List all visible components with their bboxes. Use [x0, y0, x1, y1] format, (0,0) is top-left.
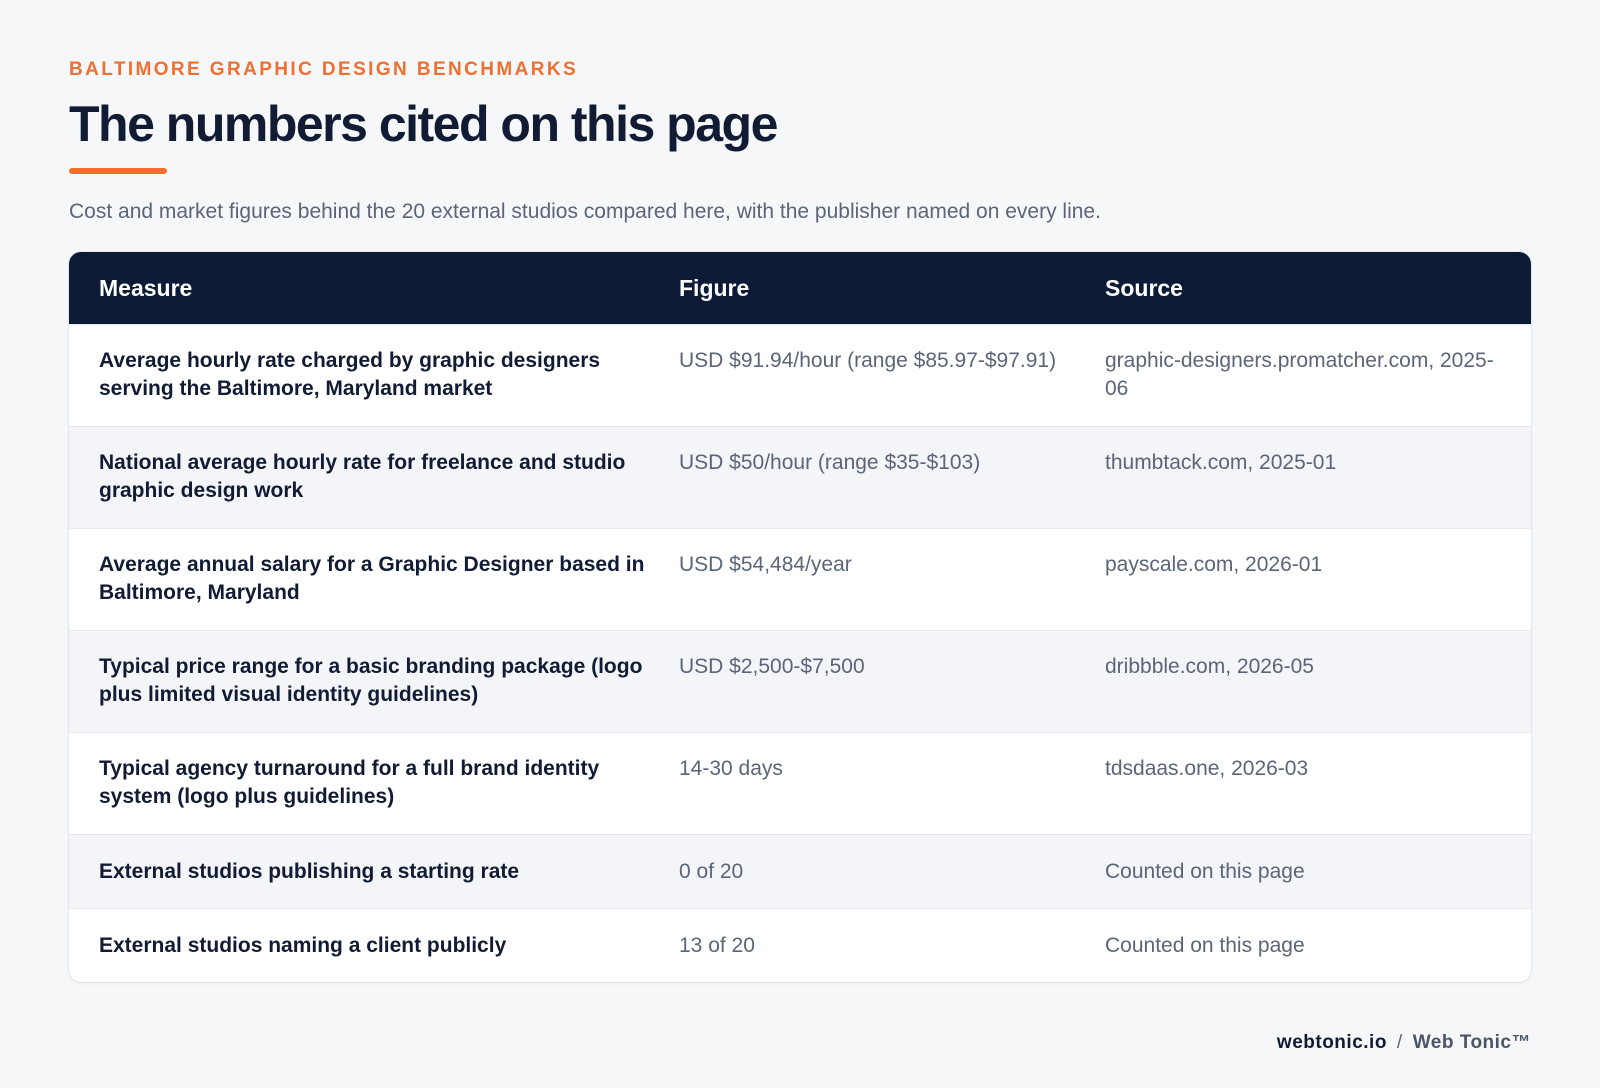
measure-cell: External studios publishing a starting r… — [99, 860, 520, 883]
footer-domain: webtonic.io — [1276, 1032, 1387, 1053]
column-header-figure: Figure — [679, 274, 750, 301]
figure-cell: 14-30 days — [679, 757, 783, 780]
table-header-row: Measure Figure Source — [69, 252, 1531, 324]
measure-cell: External studios naming a client publicl… — [99, 934, 507, 957]
table-row: Average annual salary for a Graphic Desi… — [69, 528, 1531, 630]
benchmarks-table: Measure Figure Source Average hourly rat… — [69, 252, 1531, 982]
source-cell: graphic-designers.promatcher.com, 2025-0… — [1105, 349, 1494, 400]
source-cell: thumbtack.com, 2025-01 — [1105, 451, 1337, 474]
footer-separator: / — [1396, 1032, 1403, 1053]
footer-brand: Web Tonic™ — [1412, 1032, 1531, 1053]
page-title: The numbers cited on this page — [69, 96, 778, 152]
source-cell: dribbble.com, 2026-05 — [1105, 655, 1314, 678]
table-row: Typical agency turnaround for a full bra… — [69, 732, 1531, 834]
figure-cell: 13 of 20 — [679, 934, 755, 957]
figure-cell: USD $54,484/year — [679, 553, 852, 576]
table-row: Typical price range for a basic branding… — [69, 630, 1531, 732]
source-cell: Counted on this page — [1105, 860, 1305, 883]
page-eyebrow: BALTIMORE GRAPHIC DESIGN BENCHMARKS — [69, 59, 579, 80]
footer-credit: webtonic.io / Web Tonic™ — [1277, 1032, 1531, 1054]
table-row: National average hourly rate for freelan… — [69, 426, 1531, 528]
figure-cell: USD $2,500-$7,500 — [679, 655, 865, 678]
figure-cell: USD $91.94/hour (range $85.97-$97.91) — [679, 349, 1057, 372]
column-header-measure: Measure — [99, 274, 193, 301]
source-cell: Counted on this page — [1105, 934, 1305, 957]
source-cell: payscale.com, 2026-01 — [1105, 553, 1323, 576]
table-row: External studios publishing a starting r… — [69, 834, 1531, 908]
figure-cell: 0 of 20 — [679, 860, 744, 883]
figure-cell: USD $50/hour (range $35-$103) — [679, 451, 981, 474]
measure-cell: Average hourly rate charged by graphic d… — [99, 349, 601, 400]
measure-cell: Average annual salary for a Graphic Desi… — [99, 553, 645, 604]
title-underline-accent — [69, 168, 167, 174]
column-header-source: Source — [1105, 274, 1183, 301]
source-cell: tdsdaas.one, 2026-03 — [1105, 757, 1309, 780]
measure-cell: National average hourly rate for freelan… — [99, 451, 626, 502]
measure-cell: Typical price range for a basic branding… — [99, 655, 643, 706]
page-content: BALTIMORE GRAPHIC DESIGN BENCHMARKS The … — [69, 56, 1531, 982]
page-subtitle: Cost and market figures behind the 20 ex… — [69, 200, 1101, 223]
measure-cell: Typical agency turnaround for a full bra… — [99, 757, 600, 808]
table-row: External studios naming a client publicl… — [69, 908, 1531, 982]
table-row: Average hourly rate charged by graphic d… — [69, 324, 1531, 426]
